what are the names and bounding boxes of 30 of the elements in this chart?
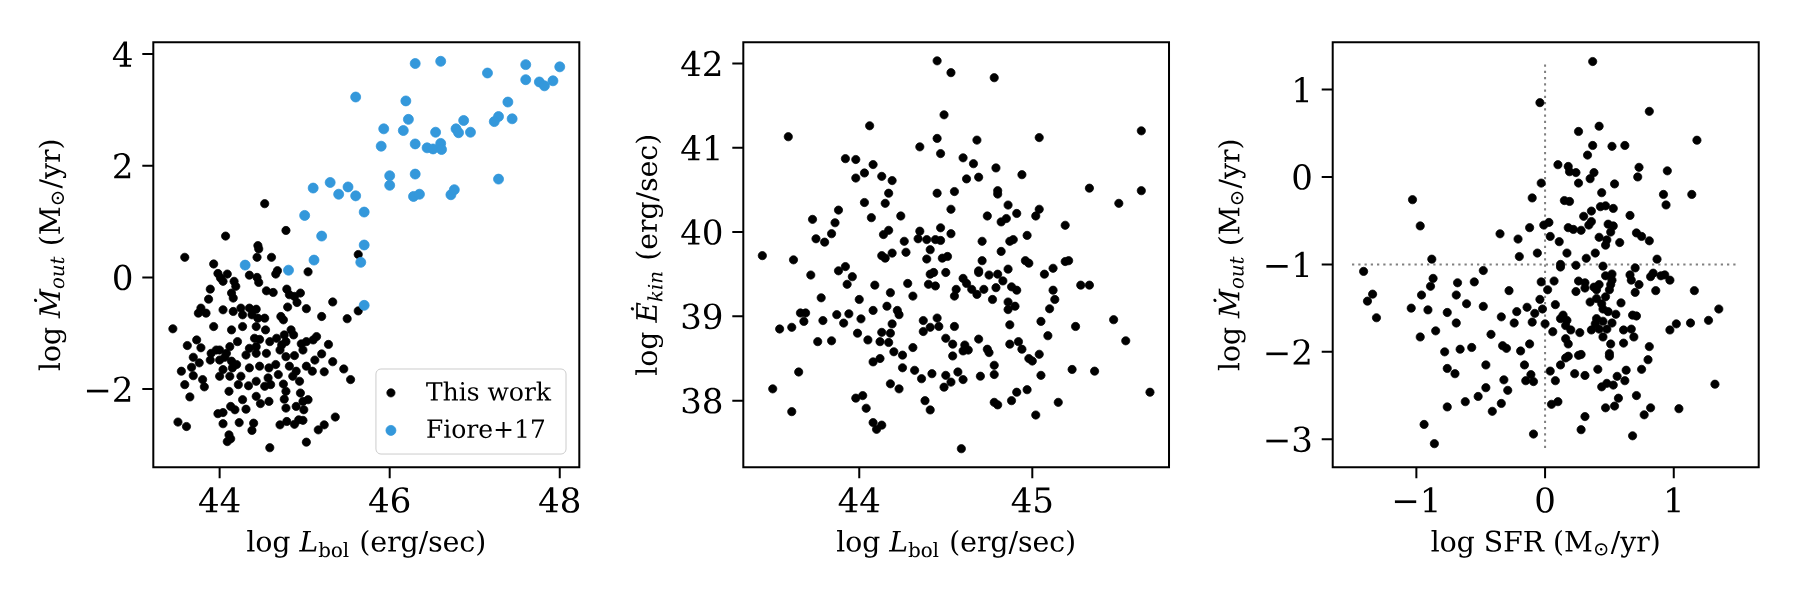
y-tick-label: −3 xyxy=(1266,426,1311,453)
y-tick-label: 0 xyxy=(114,264,132,291)
x-axis-title: log L$_{bol}$ (erg/sec) xyxy=(247,530,485,558)
x-tick-label: 45 xyxy=(1011,487,1052,513)
x-tick-label: 44 xyxy=(838,487,880,513)
y-tick-label: −1 xyxy=(1266,251,1309,278)
x-tick-label: −1 xyxy=(1394,487,1437,513)
y-tick-label: 1 xyxy=(1295,76,1309,103)
x-tick-label: 0 xyxy=(1536,487,1554,513)
y-tick-label: 40 xyxy=(681,219,722,245)
text: log Ṁ$_{out}$ (M$_{⊙}$/yr) xyxy=(1213,140,1246,371)
y-tick-label: 2 xyxy=(114,153,131,179)
y-tick-label: −2 xyxy=(1266,339,1310,365)
x-axis-title: log SFR (M$_{⊙}$/yr) xyxy=(1431,530,1659,558)
legend-label: Fiore+17 xyxy=(427,419,545,439)
y-tick-label: 38 xyxy=(682,387,722,414)
text: log Ė$_{kin}$ (erg/sec) xyxy=(630,136,664,375)
y-tick-label: 0 xyxy=(1293,164,1311,190)
x-tick-label: 48 xyxy=(539,487,580,513)
x-axis-title: log L$_{bol}$ (erg/sec) xyxy=(837,530,1074,558)
y-tick-label: −2 xyxy=(86,376,131,402)
x-tick-label: 1 xyxy=(1667,487,1680,513)
legend-label: This work xyxy=(426,381,552,401)
y-tick-label: 4 xyxy=(112,41,132,67)
x-tick-label: 44 xyxy=(199,487,240,513)
y-tick-label: 39 xyxy=(682,303,722,330)
x-tick-label: 46 xyxy=(369,487,410,513)
y-tick-label: 41 xyxy=(681,135,719,161)
y-tick-label: 42 xyxy=(681,50,721,76)
text: log Ṁ$_{out}$ (M$_{⊙}$/yr) xyxy=(33,140,67,371)
